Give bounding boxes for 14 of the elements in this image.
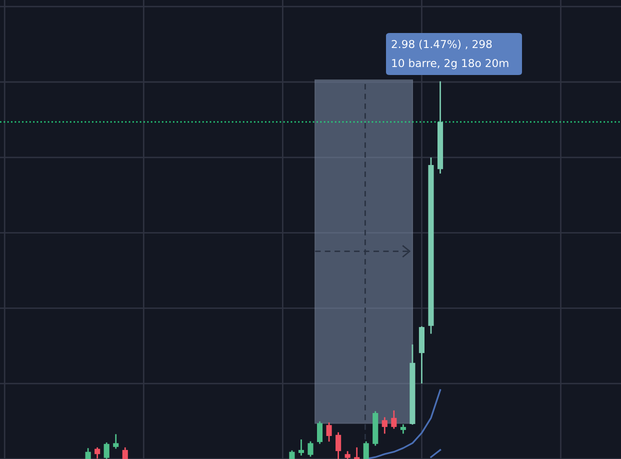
candlestick: [308, 441, 314, 457]
candlestick: [85, 448, 91, 459]
candlestick: [354, 447, 360, 459]
text: 2.98 (1.47%) , 298: [392, 40, 492, 50]
candlestick: [326, 422, 332, 442]
candlestick: [122, 447, 128, 459]
candlestick: [104, 442, 110, 459]
candlestick: [336, 432, 342, 459]
text: 10 barre, 2g 18o 20m: [392, 58, 508, 70]
candlestick: [94, 447, 100, 459]
candlestick: [298, 439, 304, 456]
candlestick: [363, 441, 369, 459]
candlestick: [113, 434, 119, 449]
candlestick: [316, 421, 323, 444]
